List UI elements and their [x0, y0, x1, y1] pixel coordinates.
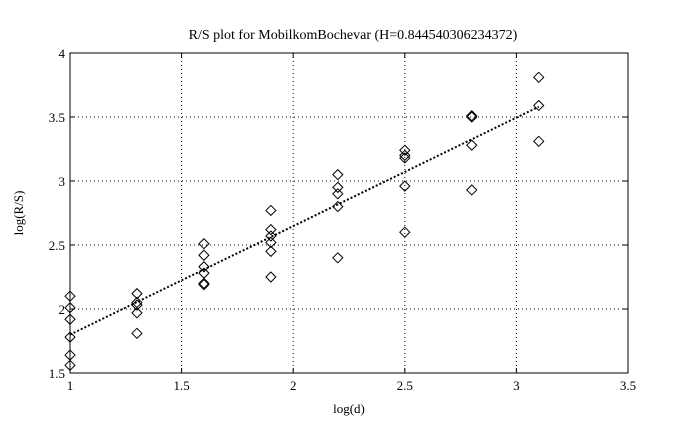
x-tick-label: 3.5 — [620, 378, 636, 393]
data-point — [466, 110, 478, 122]
y-tick-label: 4 — [59, 46, 66, 61]
data-point — [64, 313, 76, 325]
y-tick-label: 3 — [59, 174, 66, 189]
data-point — [64, 290, 76, 302]
data-point — [198, 261, 210, 273]
y-tick-label: 1.5 — [49, 366, 65, 381]
y-axis-label: log(R/S) — [11, 191, 26, 236]
data-point — [533, 135, 545, 148]
data-point — [131, 327, 143, 340]
ticks: 1 1.5 2 2.5 3 3.51.522.533.54 — [49, 46, 636, 393]
fit-line-group — [69, 105, 540, 336]
x-tick-label: 3 — [513, 378, 520, 393]
chart-title: R/S plot for MobilkomBochevar (H=0.84454… — [189, 28, 518, 43]
data-point — [265, 271, 277, 283]
grid — [70, 53, 628, 373]
data-point — [332, 168, 344, 181]
data-point — [64, 359, 76, 372]
data-point — [399, 180, 411, 192]
data-point — [131, 299, 143, 311]
data-point — [399, 144, 411, 156]
data-points — [64, 71, 545, 372]
x-tick-label: 2 — [290, 378, 297, 393]
data-point — [466, 139, 478, 151]
data-point — [64, 331, 76, 343]
data-point — [198, 249, 210, 261]
y-tick-label: 3.5 — [49, 110, 65, 125]
x-tick-label: 2.5 — [397, 378, 413, 393]
data-point — [399, 226, 411, 238]
data-point — [332, 181, 344, 194]
plot-frame — [69, 52, 629, 374]
data-point — [265, 223, 277, 236]
data-point — [466, 111, 478, 123]
data-point — [332, 200, 344, 213]
fit-line — [69, 105, 540, 336]
data-point — [198, 278, 210, 291]
x-tick-label: 1.5 — [173, 378, 189, 393]
data-point — [332, 252, 344, 264]
data-point — [265, 204, 277, 217]
data-point — [332, 188, 344, 200]
x-tick-label: 1 — [67, 378, 74, 393]
data-point — [399, 152, 411, 164]
data-point — [265, 236, 277, 249]
data-point — [198, 238, 210, 250]
data-point — [466, 184, 478, 196]
data-point — [533, 71, 545, 84]
data-point — [198, 277, 210, 290]
data-point — [64, 302, 76, 314]
data-point — [265, 230, 277, 242]
data-point — [399, 149, 411, 162]
y-tick-label: 2 — [59, 302, 66, 317]
data-point — [131, 307, 143, 319]
x-axis-label: log(d) — [333, 401, 365, 416]
data-point — [265, 245, 277, 258]
y-tick-label: 2.5 — [49, 238, 65, 253]
data-point — [533, 99, 545, 112]
data-point — [131, 287, 143, 300]
